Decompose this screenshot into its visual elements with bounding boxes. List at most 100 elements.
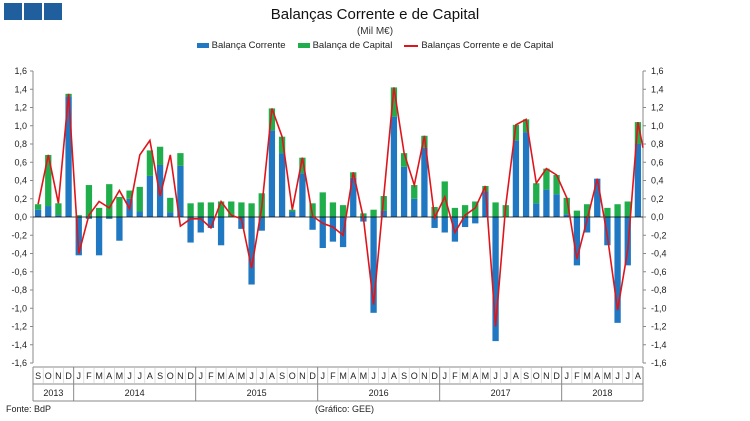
bar-current <box>522 132 530 217</box>
x-month-label: N <box>299 371 306 381</box>
bar-capital <box>634 122 642 144</box>
x-month-label: J <box>565 371 570 381</box>
bar-current <box>451 217 459 242</box>
legend-item-current: Balança Corrente <box>196 40 286 51</box>
bar-capital <box>177 153 184 166</box>
bar-capital <box>339 205 347 217</box>
bar-capital <box>573 210 581 217</box>
bar-current <box>55 215 62 217</box>
x-month-label: O <box>533 371 540 381</box>
x-month-label: S <box>157 371 163 381</box>
x-month-label: D <box>309 371 316 381</box>
x-month-label: M <box>360 371 368 381</box>
y-tick-label-right: -1,4 <box>651 340 667 350</box>
x-month-label: A <box>594 371 600 381</box>
bar-capital <box>370 209 377 217</box>
y-tick-label-right: -1,0 <box>651 303 667 313</box>
x-month-label: J <box>493 371 498 381</box>
bar-current <box>197 217 204 233</box>
x-month-label: O <box>289 371 296 381</box>
bar-capital <box>156 146 164 165</box>
legend-item-sum: Balanças Corrente e de Capital <box>404 40 553 51</box>
x-month-label: O <box>45 371 52 381</box>
x-month-label: F <box>574 371 580 381</box>
x-month-label: J <box>382 371 387 381</box>
bar-capital <box>472 201 479 217</box>
x-month-label: J <box>443 371 448 381</box>
bar-capital <box>228 201 235 217</box>
y-tick-label-right: -0,2 <box>651 230 667 240</box>
line-sum-series <box>37 87 644 327</box>
y-tick-label-left: 0,0 <box>14 212 27 222</box>
y-tick-label-right: 1,2 <box>651 103 664 113</box>
logo-block <box>4 3 22 20</box>
y-tick-label-right: 0,4 <box>651 176 664 186</box>
bar-current <box>350 177 357 217</box>
bar-current <box>136 211 143 217</box>
bar-current <box>116 217 123 241</box>
bar-capital <box>400 153 408 167</box>
bar-current <box>95 217 103 256</box>
chart-title: Balanças Corrente e de Capital <box>270 6 480 23</box>
bar-capital <box>268 108 276 131</box>
legend-swatch-sum <box>404 44 419 47</box>
x-year-label: 2013 <box>43 388 63 398</box>
x-month-label: A <box>106 371 112 381</box>
y-tick-label-right: -0,4 <box>651 249 667 259</box>
x-year-label: 2017 <box>491 388 511 398</box>
bar-capital <box>197 202 204 217</box>
x-year-label: 2016 <box>369 388 389 398</box>
bar-current <box>634 144 642 217</box>
bar-current <box>248 217 255 285</box>
bar-capital <box>106 184 113 217</box>
bar-capital <box>278 136 286 154</box>
logo-block <box>44 3 62 20</box>
bar-capital <box>187 203 194 217</box>
bar-capital <box>55 203 62 216</box>
y-tick-label-left: 1,6 <box>14 66 27 76</box>
x-month-label: J <box>626 371 631 381</box>
bar-capital <box>146 150 154 176</box>
y-tick-label-right: -0,6 <box>651 267 667 277</box>
x-month-label: A <box>513 371 519 381</box>
bar-capital <box>248 203 255 217</box>
bar-capital <box>299 157 306 174</box>
x-month-label: A <box>391 371 397 381</box>
y-tick-label-right: 1,0 <box>651 121 664 131</box>
bar-capital <box>238 202 245 217</box>
bar-current <box>553 194 560 217</box>
source-note: Fonte: BdP <box>6 404 52 414</box>
x-month-label: A <box>269 371 275 381</box>
bar-capital <box>85 185 93 217</box>
bar-capital <box>461 205 469 217</box>
chart-subtitle: (Mil M€) <box>356 26 394 37</box>
bar-current <box>370 217 377 313</box>
bar-current <box>238 217 245 229</box>
bar-capital <box>95 207 103 217</box>
bar-current <box>156 164 164 217</box>
x-month-label: M <box>461 371 469 381</box>
legend-swatch-capital <box>297 43 310 48</box>
bar-current <box>75 217 82 256</box>
bar-current <box>461 217 469 228</box>
bar-current <box>563 214 570 217</box>
bar-current <box>583 217 591 233</box>
bar-current <box>299 173 306 217</box>
chart-legend: Balança Corrente Balança de Capital Bala… <box>0 40 750 51</box>
bar-current <box>329 217 337 242</box>
y-tick-label-left: -0,8 <box>11 285 27 295</box>
y-tick-label-left: -0,6 <box>11 267 27 277</box>
bar-capital <box>167 197 174 213</box>
x-month-label: O <box>167 371 174 381</box>
bar-capital <box>45 154 52 207</box>
bar-current <box>177 165 184 217</box>
logo-block <box>24 3 42 20</box>
x-month-label: M <box>583 371 591 381</box>
bar-current <box>512 140 520 217</box>
bar-current <box>309 217 316 230</box>
x-month-label: F <box>452 371 458 381</box>
x-month-label: J <box>77 371 82 381</box>
bar-capital <box>522 119 530 133</box>
bar-capital <box>624 201 631 217</box>
bar-capital <box>604 207 611 217</box>
